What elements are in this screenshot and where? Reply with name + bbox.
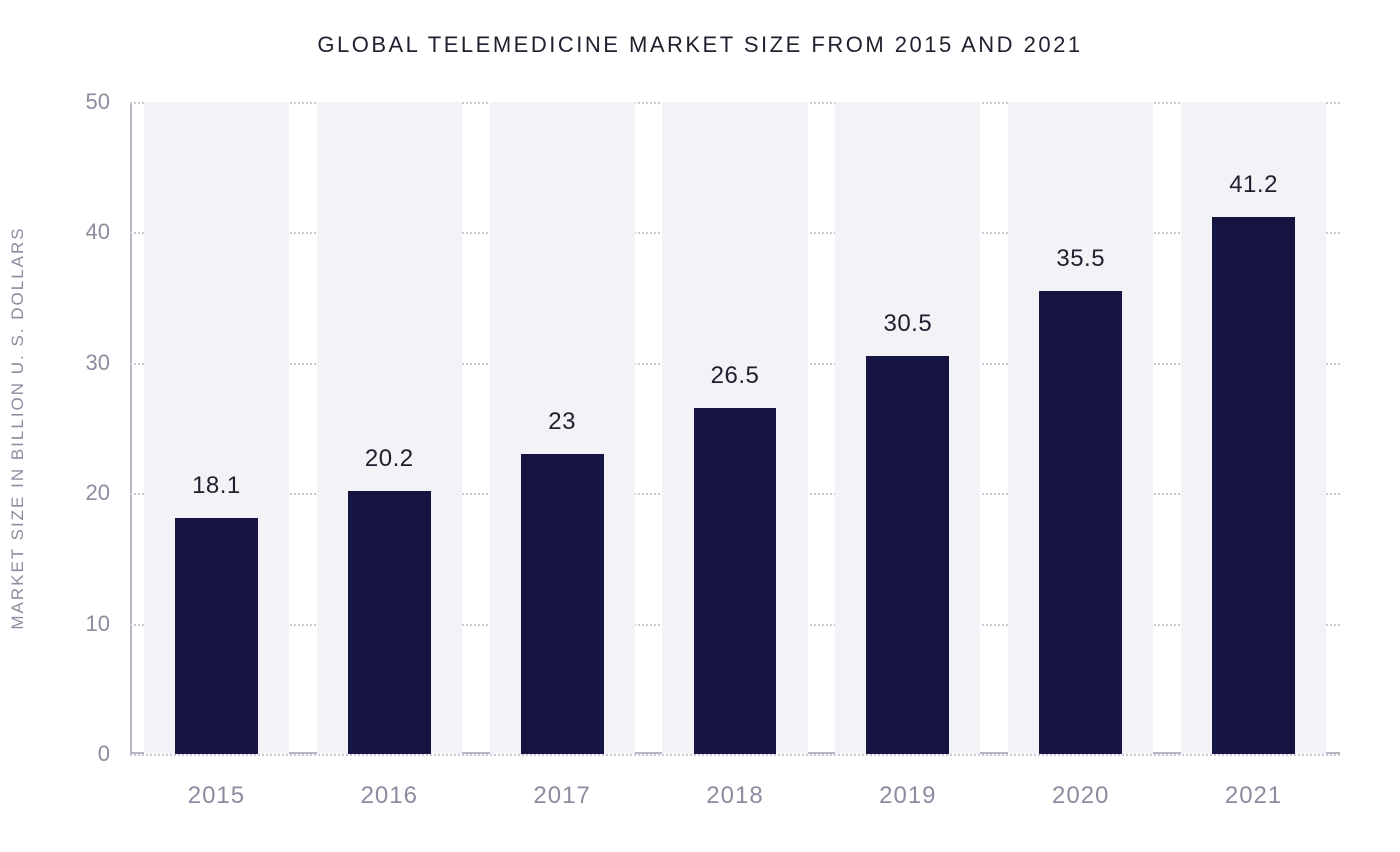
y-axis-title: MARKET SIZE IN BILLION U. S. DOLLARS xyxy=(8,226,28,629)
chart-title: GLOBAL TELEMEDICINE MARKET SIZE FROM 201… xyxy=(0,32,1400,58)
x-tick-label: 2020 xyxy=(1008,782,1153,810)
bar xyxy=(175,518,258,754)
bar-slot: 20.22016 xyxy=(317,102,462,754)
bar-slot: 30.52019 xyxy=(835,102,980,754)
bar xyxy=(1039,291,1122,754)
bar xyxy=(694,408,777,754)
y-tick-label: 0 xyxy=(98,741,110,767)
y-tick-label: 20 xyxy=(86,480,110,506)
bar xyxy=(1212,217,1295,754)
bar-slot: 18.12015 xyxy=(144,102,289,754)
bar-value-label: 41.2 xyxy=(1181,171,1326,199)
y-tick-label: 40 xyxy=(86,219,110,245)
bar-chart: GLOBAL TELEMEDICINE MARKET SIZE FROM 201… xyxy=(0,0,1400,852)
bar xyxy=(866,356,949,754)
bar-value-label: 20.2 xyxy=(317,445,462,473)
x-tick-label: 2019 xyxy=(835,782,980,810)
x-tick-label: 2016 xyxy=(317,782,462,810)
bar-slot: 35.52020 xyxy=(1008,102,1153,754)
grid-line xyxy=(130,754,1340,756)
x-tick-label: 2021 xyxy=(1181,782,1326,810)
bar-value-label: 26.5 xyxy=(662,362,807,390)
plot-area: 0102030405018.1201520.2201623201726.5201… xyxy=(130,102,1340,754)
y-tick-label: 10 xyxy=(86,611,110,637)
bar-slot: 41.22021 xyxy=(1181,102,1326,754)
bar-value-label: 30.5 xyxy=(835,310,980,338)
x-tick-label: 2017 xyxy=(490,782,635,810)
bar-value-label: 35.5 xyxy=(1008,245,1153,273)
bar-value-label: 18.1 xyxy=(144,472,289,500)
bar-slot: 232017 xyxy=(490,102,635,754)
y-tick-label: 50 xyxy=(86,89,110,115)
bar xyxy=(348,491,431,754)
y-axis xyxy=(130,102,132,754)
x-tick-label: 2018 xyxy=(662,782,807,810)
x-tick-label: 2015 xyxy=(144,782,289,810)
bar-slot: 26.52018 xyxy=(662,102,807,754)
bar-value-label: 23 xyxy=(490,408,635,436)
bar xyxy=(521,454,604,754)
y-tick-label: 30 xyxy=(86,350,110,376)
